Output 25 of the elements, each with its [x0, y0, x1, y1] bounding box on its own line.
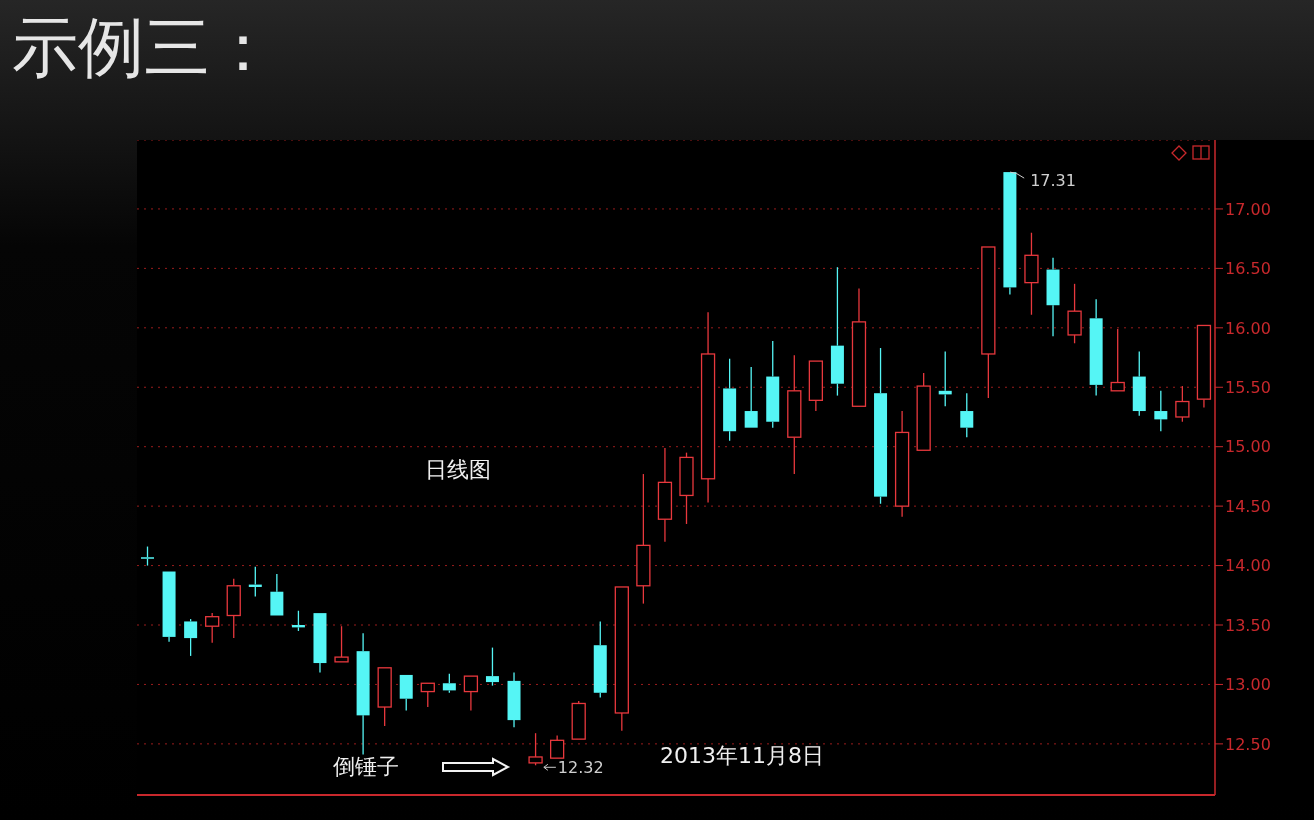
candlestick	[1046, 257, 1060, 337]
candlestick	[1024, 232, 1039, 316]
candlestick	[700, 311, 716, 504]
annotation: 倒锤子	[333, 753, 399, 781]
annotation: 2013年11月8日	[660, 742, 824, 770]
candlestick	[507, 671, 521, 728]
chart-title: 示例三：	[12, 8, 276, 88]
y-tick-label: 17.00	[1225, 199, 1271, 219]
annotation: 17.31	[1030, 171, 1076, 191]
annotation: 日线图	[425, 456, 491, 484]
candlestick	[657, 447, 673, 543]
y-tick-label: 16.00	[1225, 318, 1271, 338]
y-tick-label: 12.50	[1225, 734, 1271, 754]
y-tick-label: 13.00	[1225, 675, 1271, 695]
y-tick-label: 14.50	[1225, 496, 1271, 516]
y-tick-label: 15.00	[1225, 437, 1271, 457]
candlestick	[1089, 298, 1103, 397]
candlestick	[356, 632, 370, 756]
y-tick-label: 16.50	[1225, 259, 1271, 279]
y-tick-label: 13.50	[1225, 615, 1271, 635]
candlestick	[787, 354, 802, 475]
y-tick-label: 14.00	[1225, 556, 1271, 576]
annotation: 12.32	[557, 758, 604, 778]
y-tick-label: 15.50	[1225, 377, 1271, 397]
candlestick	[894, 410, 910, 518]
